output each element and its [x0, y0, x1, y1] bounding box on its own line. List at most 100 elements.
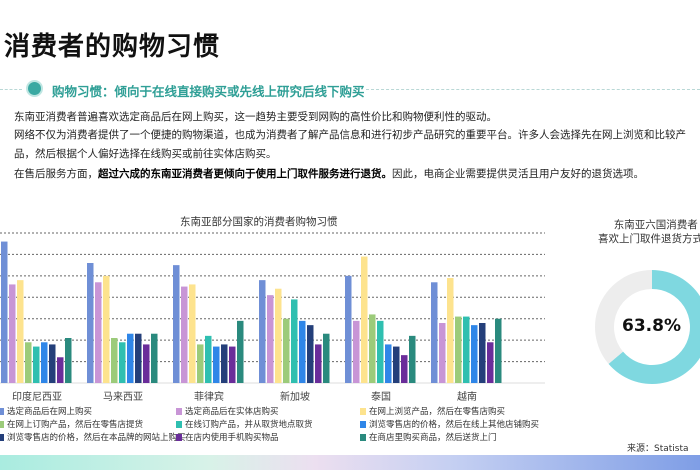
bar — [385, 344, 392, 383]
bar — [221, 344, 228, 383]
bar — [361, 256, 368, 383]
bar — [479, 323, 486, 383]
bar — [377, 320, 384, 383]
x-tick-label: 新加坡 — [280, 392, 310, 403]
donut-center-label: 63.8% — [622, 316, 681, 336]
bar — [181, 286, 188, 383]
section-heading: 购物习惯：倾向于在线直接购买或先线上研究后线下购买 — [0, 80, 700, 99]
bar — [291, 299, 298, 383]
bar — [151, 333, 158, 383]
legend-label: 浏览零售店的价格，然后在本品牌的网站上购买 — [7, 433, 186, 443]
legend-swatch — [360, 434, 366, 441]
legend-label: 浏览零售店的价格，然后在线上其他店铺购买 — [369, 420, 540, 430]
bar — [299, 320, 306, 383]
bar — [455, 316, 462, 383]
legend-swatch — [360, 408, 366, 415]
bar — [439, 323, 446, 383]
paragraph: 在售后服务方面，超过六成的东南亚消费者更倾向于使用上门取件服务进行退货。因此，电… — [14, 166, 644, 181]
legend-swatch — [0, 421, 4, 428]
bar — [409, 335, 416, 383]
bar — [229, 346, 236, 383]
bar — [393, 346, 400, 383]
divider — [366, 89, 700, 90]
bar — [323, 333, 330, 383]
text: 在售后服务方面， — [14, 168, 98, 180]
bar — [197, 344, 204, 383]
bar — [495, 318, 502, 383]
bar — [95, 282, 102, 383]
legend-swatch — [0, 434, 4, 441]
legend-label: 选定商品后在网上购买 — [7, 407, 93, 417]
bar — [17, 280, 24, 383]
text: 因此，电商企业需要提供灵活且用户友好的退货选项。 — [392, 168, 644, 180]
bar — [103, 275, 110, 383]
x-tick-label: 泰国 — [371, 392, 391, 403]
bar-chart — [0, 232, 545, 384]
bar — [41, 342, 48, 383]
bar — [259, 280, 266, 383]
legend-item: 浏览零售店的价格，然后在线上其他店铺购买 — [360, 418, 539, 430]
divider — [0, 89, 22, 90]
bar — [33, 346, 40, 383]
bar — [401, 355, 408, 383]
legend-swatch — [176, 408, 182, 415]
donut-slice — [595, 270, 652, 364]
decorative-band — [0, 455, 700, 470]
bar — [119, 342, 126, 383]
bar — [25, 342, 32, 383]
bar — [487, 342, 494, 383]
legend-label: 在线订购产品，并从取货地点取货 — [185, 420, 313, 430]
bar — [1, 241, 8, 383]
legend-label: 在店内使用手机购买物品 — [185, 433, 279, 443]
bar — [447, 278, 454, 383]
pie-title-line: 东南亚六国消费者 — [613, 219, 698, 231]
donut-chart — [595, 270, 700, 384]
bar — [463, 316, 470, 383]
legend-item: 在商店里购买商品，然后送货上门 — [360, 431, 497, 443]
paragraph: 东南亚消费者普遍喜欢选定商品后在网上购买，这一趋势主要受到网购的高性价比和购物便… — [14, 111, 497, 123]
bar — [315, 344, 322, 383]
bar — [307, 325, 314, 383]
bar — [267, 295, 274, 383]
pie-title-line: 喜欢上门取件退货方式的 — [598, 233, 700, 245]
bold-text: 超过六成的东南亚消费者更倾向于使用上门取件服务进行退货。 — [98, 168, 392, 180]
bar — [237, 320, 244, 383]
legend-swatch — [360, 421, 366, 428]
x-tick-label: 越南 — [457, 392, 477, 403]
chart-title: 东南亚部分国家的消费者购物习惯 — [180, 216, 338, 228]
bar — [65, 338, 72, 383]
source: 来源：Statista — [627, 444, 689, 454]
bar — [87, 263, 94, 383]
legend-label: 在网上浏览产品，然后在零售店购买 — [369, 407, 506, 417]
legend-item: 在网上订购产品，然后在零售店提货 — [0, 418, 143, 430]
legend-item: 在线订购产品，并从取货地点取货 — [176, 418, 313, 430]
bar — [345, 275, 352, 383]
bar — [205, 335, 212, 383]
shopping-icon — [26, 80, 43, 97]
x-tick-label: 菲律宾 — [194, 392, 224, 403]
legend-item: 选定商品后在网上购买 — [0, 405, 92, 417]
bar — [471, 325, 478, 383]
bar — [173, 265, 180, 383]
bar — [283, 318, 290, 383]
bar — [431, 282, 438, 383]
legend-label: 选定商品后在实体店购买 — [185, 407, 279, 417]
legend-item: 浏览零售店的价格，然后在本品牌的网站上购买 — [0, 431, 186, 443]
bar — [57, 357, 64, 383]
bar — [49, 344, 56, 383]
paragraph: 品，然后根据个人偏好选择在线购买或前往实体店购买。 — [14, 148, 277, 160]
bar — [275, 288, 282, 383]
legend-label: 在网上订购产品，然后在零售店提货 — [7, 420, 144, 430]
bar — [369, 314, 376, 383]
legend-swatch — [176, 421, 182, 428]
legend-swatch — [176, 434, 182, 441]
bar — [127, 333, 134, 383]
donut-slice — [608, 270, 700, 384]
page-title: 消费者的购物习惯 — [4, 32, 221, 62]
pie-title: 东南亚六国消费者喜欢上门取件退货方式的 — [598, 218, 700, 246]
legend-item: 选定商品后在实体店购买 — [176, 405, 279, 417]
bar — [353, 320, 360, 383]
legend-item: 在网上浏览产品，然后在零售店购买 — [360, 405, 505, 417]
x-tick-label: 马来西亚 — [103, 392, 143, 403]
bar — [189, 284, 196, 383]
